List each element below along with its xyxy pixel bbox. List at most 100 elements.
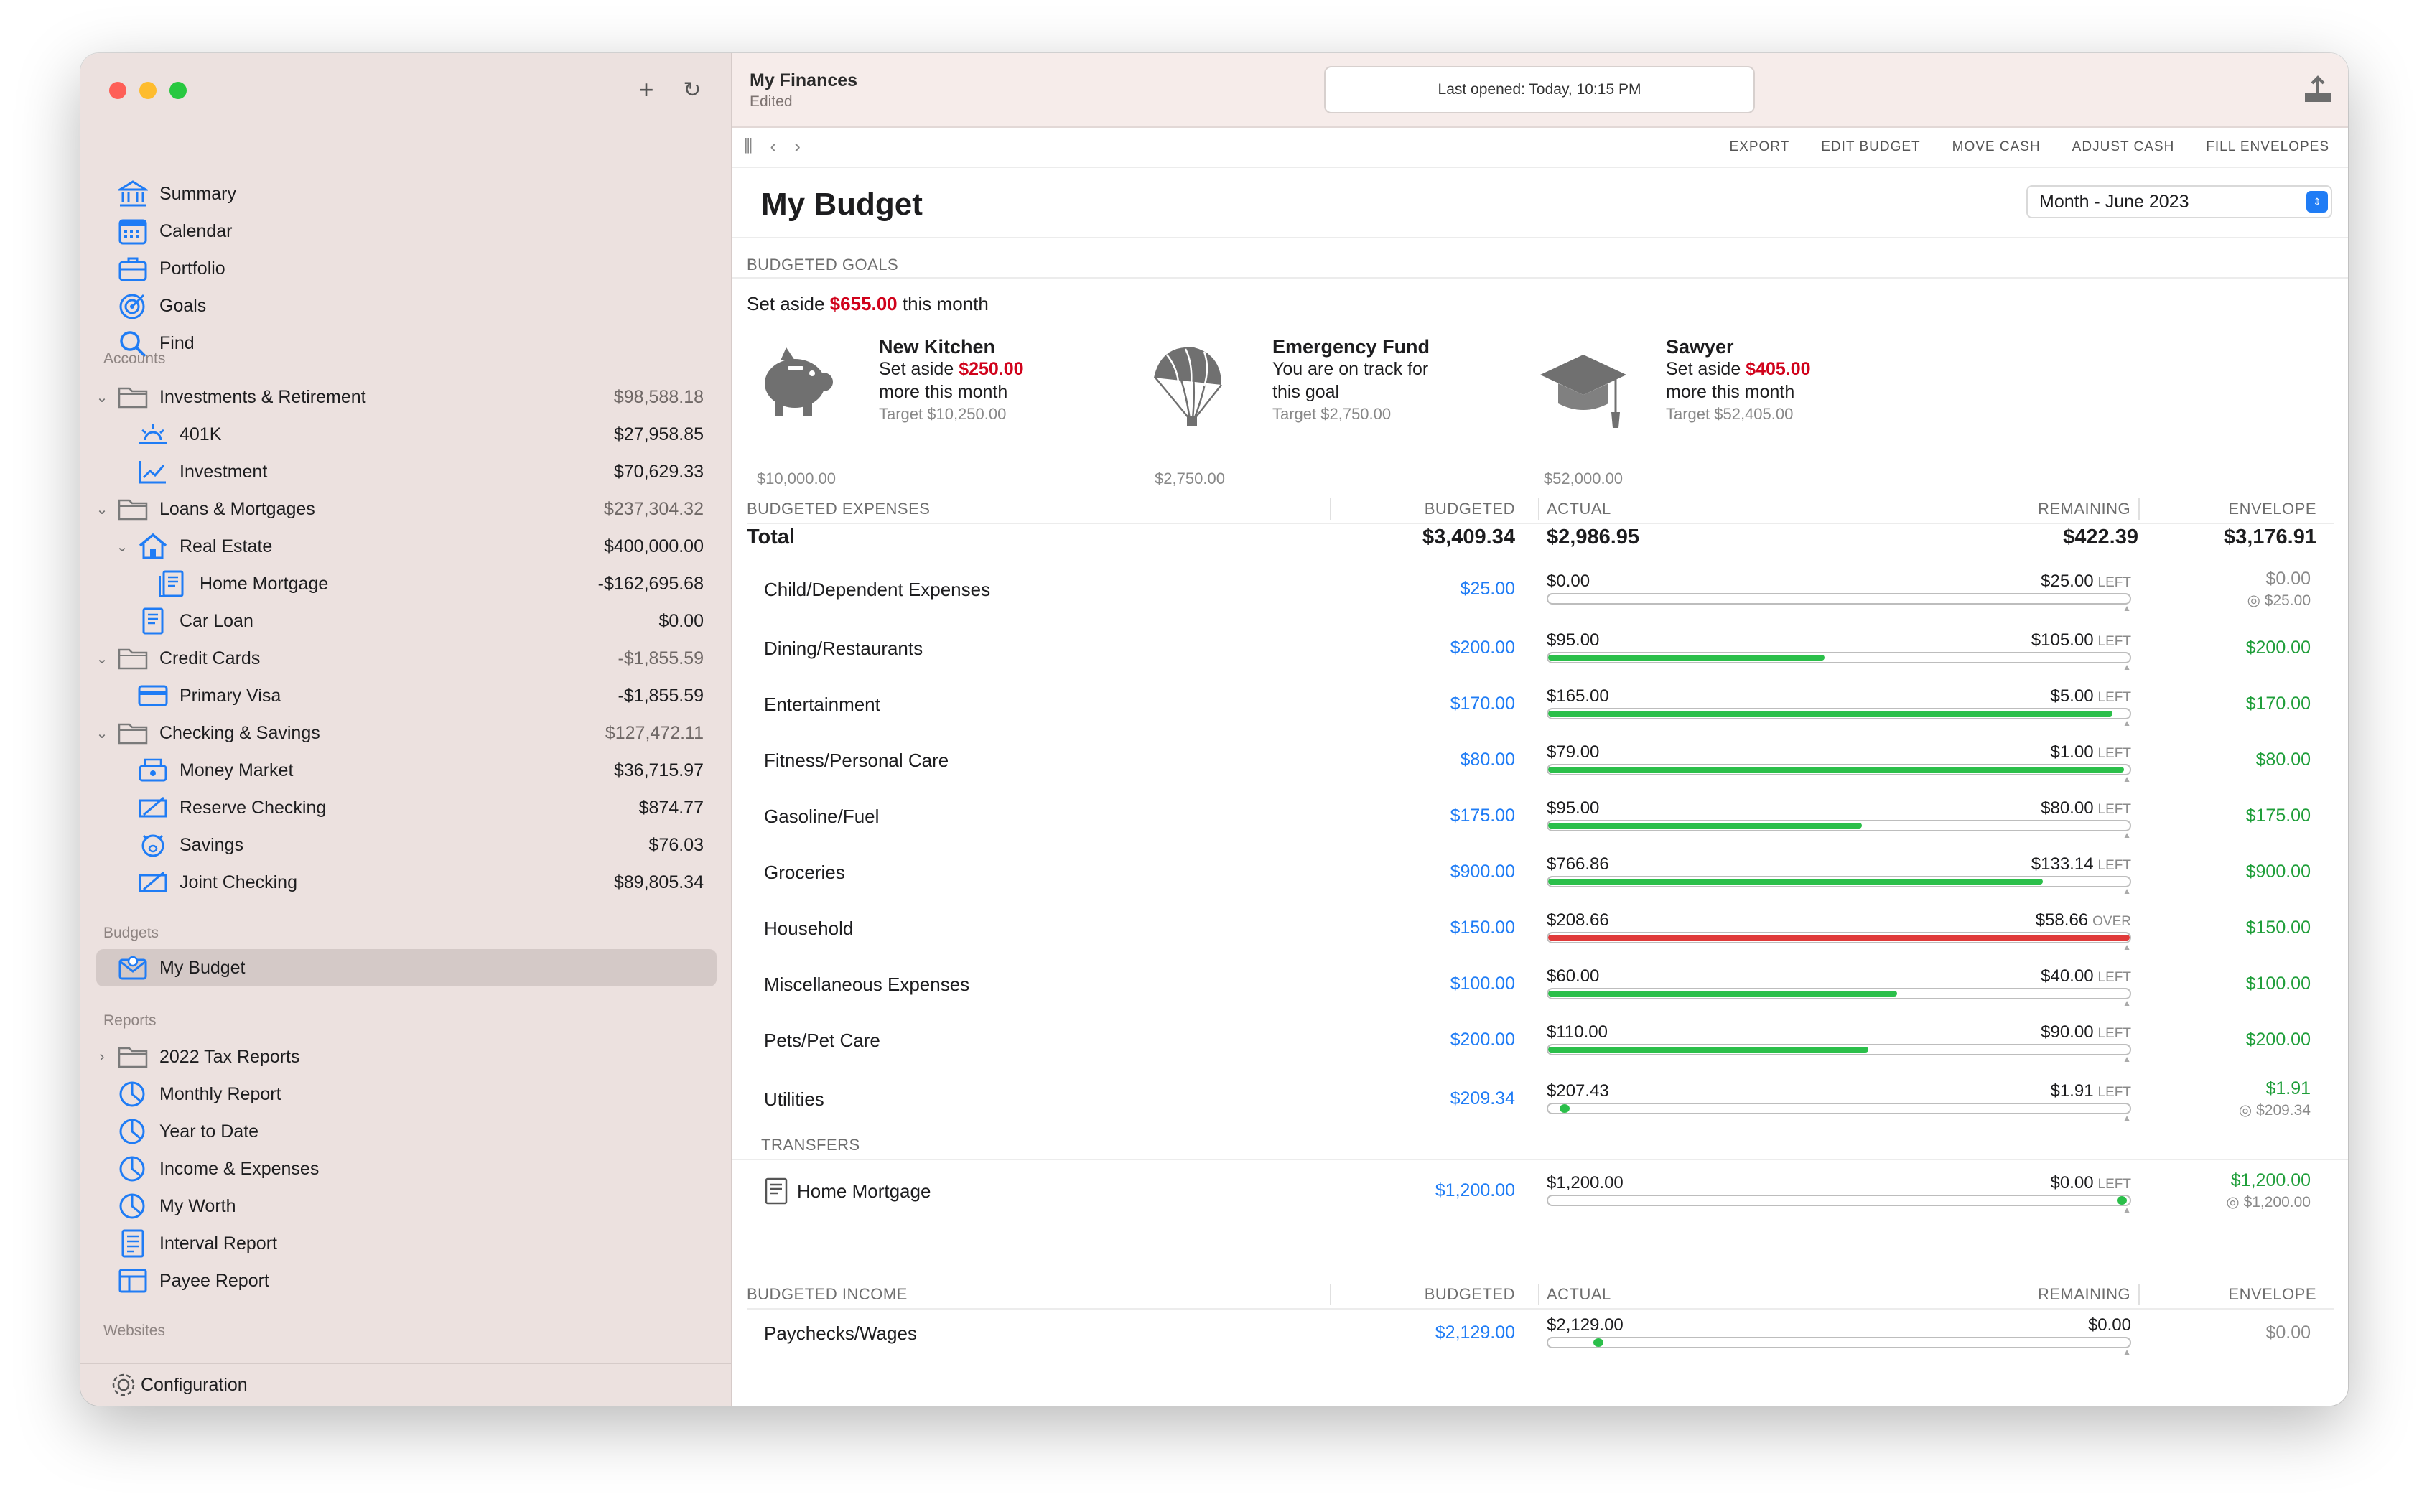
progress-meter: $165.00 $5.00 LEFT ▲ (1547, 686, 2131, 728)
expense-row[interactable]: Household $150.00 $208.66 $58.66 OVER ▲ $150.0… (732, 910, 2348, 966)
progress-track (1547, 932, 2131, 943)
sidebar-group-loans[interactable]: ⌄ Loans & Mortgages (96, 492, 315, 526)
sidebar-item-joint-checking[interactable]: Joint Checking (136, 865, 297, 900)
expense-row[interactable]: Groceries $900.00 $766.86 $133.14 LEFT ▲ $900.… (732, 854, 2348, 910)
sidebar-group-checking-savings[interactable]: ⌄ Checking & Savings (96, 716, 320, 750)
sidebar-item-money-market[interactable]: Money Market (136, 753, 293, 788)
sidebar-item-monthly-report[interactable]: Monthly Report (116, 1077, 281, 1111)
budgeted-amount[interactable]: $80.00 (1460, 750, 1515, 770)
piggy-bank-icon (742, 342, 850, 416)
adjust-cash-button[interactable]: ADJUST CASH (2072, 139, 2175, 154)
income-row[interactable]: Paychecks/Wages $2,129.00 $2,129.00 $0.00 ▲ $… (732, 1315, 2348, 1373)
sidebar-item-home-mortgage[interactable]: Home Mortgage (157, 566, 328, 601)
expense-row[interactable]: Child/Dependent Expenses $25.00 $0.00 $25.0… (732, 569, 2348, 627)
sidebar-item-my-worth[interactable]: My Worth (116, 1189, 236, 1223)
chevron-down-icon[interactable]: ⌄ (96, 501, 108, 518)
chevron-down-icon[interactable]: ⌄ (96, 650, 108, 667)
budgeted-amount[interactable]: $209.34 (1450, 1088, 1515, 1109)
total-envelope: $3,176.91 (2223, 526, 2316, 549)
sidebar-item-find[interactable]: Find (116, 326, 195, 360)
expense-row[interactable]: Gasoline/Fuel $175.00 $95.00 $80.00 LEFT ▲ $17… (732, 798, 2348, 854)
export-button[interactable]: EXPORT (1729, 139, 1790, 154)
sidebar-item-year-to-date[interactable]: Year to Date (116, 1114, 258, 1149)
envelope-amount: $1,200.00 (2230, 1170, 2311, 1190)
category-name: Groceries (764, 862, 845, 883)
budgeted-amount[interactable]: $200.00 (1450, 638, 1515, 658)
sidebar-item-401k[interactable]: 401K (136, 417, 221, 452)
budgeted-amount[interactable]: $1,200.00 (1435, 1180, 1515, 1200)
expense-row[interactable]: Dining/Restaurants $200.00 $95.00 $105.00 LE… (732, 630, 2348, 686)
progress-track (1547, 652, 2131, 663)
goal-status-line-2: more this month (879, 382, 1008, 402)
forward-arrow-icon[interactable]: › (793, 135, 801, 157)
sidebar-item-my-budget[interactable]: My Budget (116, 951, 246, 985)
category-name: Child/Dependent Expenses (764, 579, 991, 600)
sidebar-item-goals[interactable]: Goals (116, 289, 206, 323)
fill-envelopes-button[interactable]: FILL ENVELOPES (2206, 139, 2329, 154)
sidebar-item-primary-visa[interactable]: Primary Visa (136, 678, 281, 713)
sidebar-group-credit-cards[interactable]: ⌄ Credit Cards (96, 641, 260, 676)
goal-target: Target $10,250.00 (879, 405, 1007, 423)
sidebar-item-income-expenses[interactable]: Income & Expenses (116, 1152, 319, 1186)
sidebar-group-investments[interactable]: ⌄ Investments & Retirement (96, 380, 366, 414)
chevron-down-icon[interactable]: ⌄ (116, 538, 129, 555)
sidebar-toggle-icon[interactable]: ⦀ (744, 135, 753, 157)
sidebar-item-car-loan[interactable]: Car Loan (136, 604, 253, 638)
caret-up-icon: ▲ (2123, 1347, 2131, 1357)
expense-row[interactable]: Fitness/Personal Care $80.00 $79.00 $1.00 LE… (732, 742, 2348, 798)
refresh-icon[interactable]: ↻ (683, 78, 702, 102)
expense-row[interactable]: Entertainment $170.00 $165.00 $5.00 LEFT ▲ $17… (732, 686, 2348, 742)
sidebar-item-portfolio[interactable]: Portfolio (116, 251, 225, 286)
account-balance: -$1,855.59 (618, 648, 704, 668)
progress-dot (1560, 1104, 1570, 1113)
caret-up-icon: ▲ (2123, 1054, 2131, 1064)
budgeted-amount[interactable]: $100.00 (1450, 974, 1515, 994)
minimize-window-button[interactable] (139, 82, 157, 99)
edit-budget-button[interactable]: EDIT BUDGET (1821, 139, 1921, 154)
chevron-down-icon[interactable]: ⌄ (96, 389, 108, 406)
expense-row[interactable]: Pets/Pet Care $200.00 $110.00 $90.00 LEFT ▲ $2… (732, 1022, 2348, 1078)
chevron-down-icon[interactable]: ⌄ (96, 725, 108, 742)
transfers-header: TRANSFERS (761, 1136, 860, 1154)
budgeted-goals-header: BUDGETED GOALS (747, 256, 899, 274)
budgeted-amount[interactable]: $200.00 (1450, 1030, 1515, 1050)
target-icon (116, 290, 149, 322)
close-window-button[interactable] (109, 82, 126, 99)
envelope-amount: $150.00 (2245, 918, 2311, 938)
share-icon[interactable] (2302, 75, 2334, 106)
zoom-window-button[interactable] (169, 82, 187, 99)
sidebar-item-interval-report[interactable]: Interval Report (116, 1226, 277, 1261)
expense-row[interactable]: Miscellaneous Expenses $100.00 $60.00 $40.0… (732, 966, 2348, 1022)
progress-meter: $79.00 $1.00 LEFT ▲ (1547, 742, 2131, 784)
transfer-row[interactable]: Home Mortgage $1,200.00 $1,200.00 $0.00 LEFT… (732, 1170, 2348, 1231)
calendar-icon (116, 215, 149, 247)
goal-card[interactable]: $2,750.00 Emergency Fund You are on trac… (1136, 335, 1538, 487)
sidebar-item-savings[interactable]: Savings (136, 828, 243, 862)
period-select[interactable]: Month - June 2023 ⇕ (2026, 185, 2332, 218)
budgeted-amount[interactable]: $170.00 (1450, 694, 1515, 714)
stepper-icon: ⇕ (2306, 191, 2328, 213)
actual-amount: $207.43 (1547, 1081, 1609, 1101)
back-arrow-icon[interactable]: ‹ (770, 135, 777, 157)
sidebar-group-tax-reports[interactable]: › 2022 Tax Reports (100, 1040, 300, 1074)
configuration-button[interactable]: Configuration (80, 1363, 731, 1406)
budgeted-amount[interactable]: $175.00 (1450, 806, 1515, 826)
caret-up-icon: ▲ (2123, 942, 2131, 952)
move-cash-button[interactable]: MOVE CASH (1952, 139, 2041, 154)
goal-card[interactable]: $10,000.00 New Kitchen Set aside $250.00… (742, 335, 1145, 487)
budgeted-amount[interactable]: $900.00 (1450, 862, 1515, 882)
sidebar-item-calendar[interactable]: Calendar (116, 214, 232, 248)
expense-row[interactable]: Utilities $209.34 $207.43 $1.91 LEFT ▲ $1.91 ◎ … (732, 1078, 2348, 1137)
sidebar-group-real-estate[interactable]: ⌄ Real Estate (116, 529, 272, 564)
chevron-right-icon[interactable]: › (99, 1048, 105, 1065)
budgeted-amount[interactable]: $2,129.00 (1435, 1322, 1515, 1343)
sidebar-item-payee-report[interactable]: Payee Report (116, 1264, 269, 1298)
sidebar-item-summary[interactable]: Summary (116, 177, 236, 211)
goal-card[interactable]: $52,000.00 Sawyer Set aside $405.00 more… (1529, 335, 1932, 487)
sidebar-item-investment[interactable]: Investment (136, 454, 267, 489)
sidebar-item-reserve-checking[interactable]: Reserve Checking (136, 790, 326, 825)
envelope-amount: $0.00 (2265, 569, 2311, 589)
budgeted-amount[interactable]: $150.00 (1450, 918, 1515, 938)
budgeted-amount[interactable]: $25.00 (1460, 579, 1515, 599)
add-icon[interactable]: + (638, 75, 654, 104)
